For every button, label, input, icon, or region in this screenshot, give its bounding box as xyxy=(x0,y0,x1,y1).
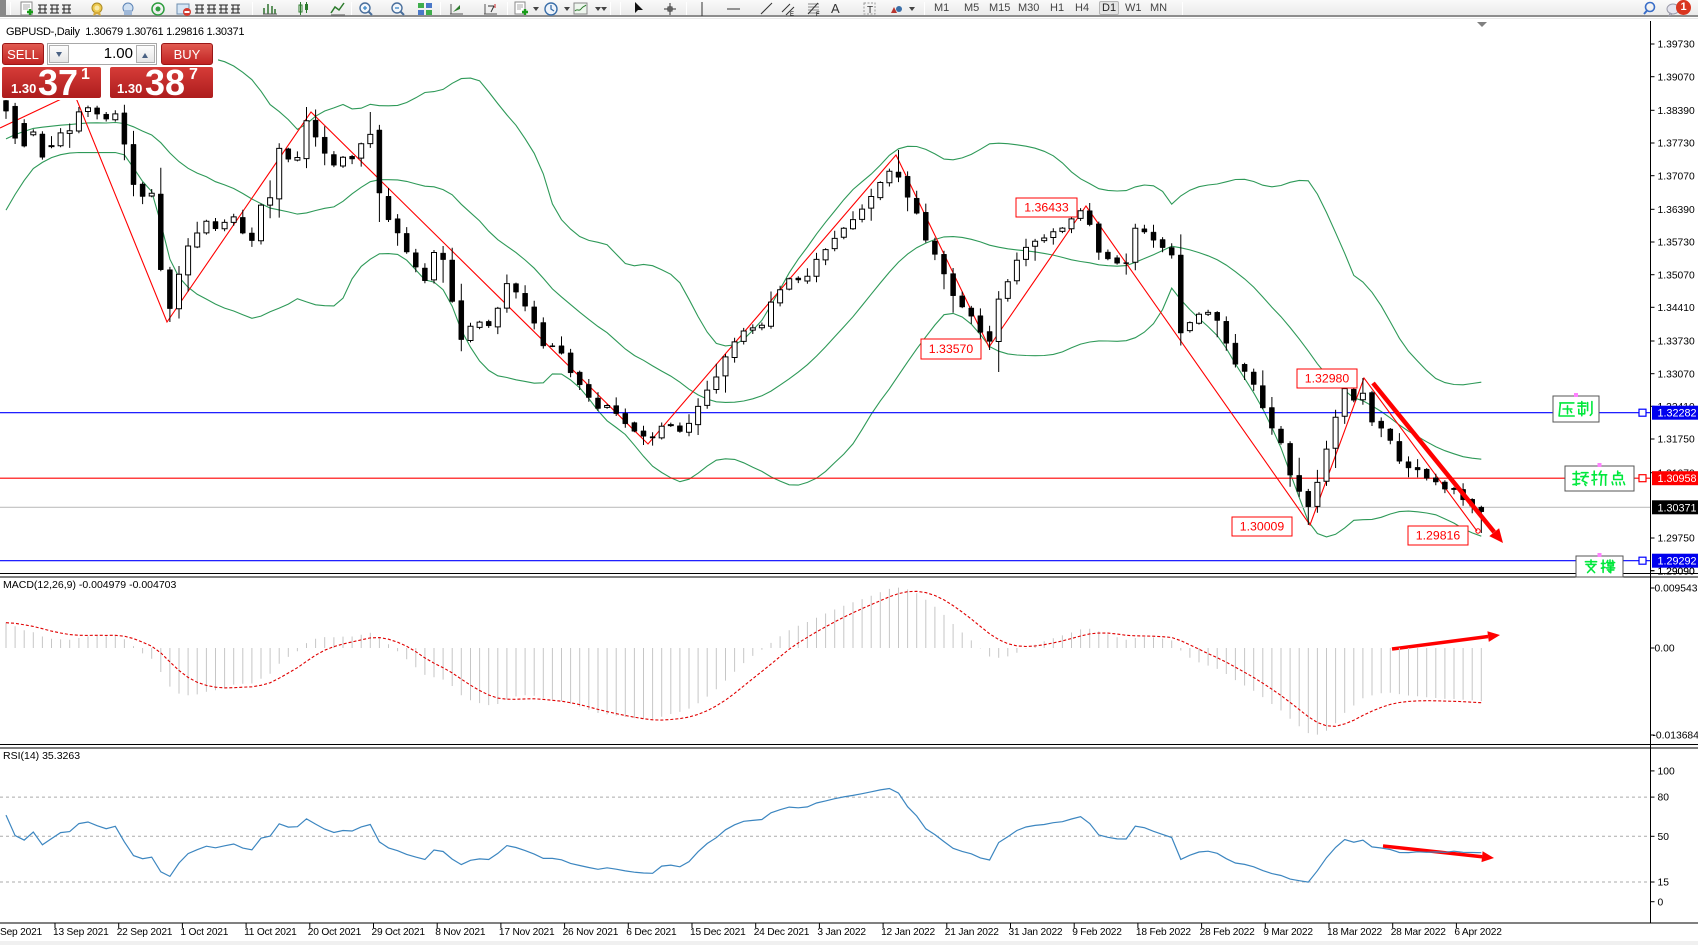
svg-text:1.31750: 1.31750 xyxy=(1658,435,1695,446)
svg-text:1.35070: 1.35070 xyxy=(1658,270,1695,281)
svg-text:1.36433: 1.36433 xyxy=(1024,201,1069,215)
svg-text:9 Feb 2022: 9 Feb 2022 xyxy=(1072,927,1122,938)
svg-text:1.29750: 1.29750 xyxy=(1658,534,1695,545)
svg-text:18 Feb 2022: 18 Feb 2022 xyxy=(1136,927,1192,938)
svg-text:1.37070: 1.37070 xyxy=(1658,171,1695,182)
svg-text:6 Apr 2022: 6 Apr 2022 xyxy=(1454,927,1502,938)
svg-text:MACD(12,26,9) -0.004979 -0.004: MACD(12,26,9) -0.004979 -0.004703 xyxy=(3,579,177,591)
svg-text:18 Mar 2022: 18 Mar 2022 xyxy=(1327,927,1383,938)
svg-text:1.29090: 1.29090 xyxy=(1658,566,1695,577)
svg-text:1.33730: 1.33730 xyxy=(1658,337,1695,348)
svg-text:28 Feb 2022: 28 Feb 2022 xyxy=(1200,927,1256,938)
svg-text:24 Dec 2021: 24 Dec 2021 xyxy=(754,927,810,938)
svg-text:Sep 2021: Sep 2021 xyxy=(0,927,43,938)
svg-text:1.30958: 1.30958 xyxy=(1658,473,1697,485)
svg-text:0.00: 0.00 xyxy=(1655,644,1675,655)
svg-text:1.39070: 1.39070 xyxy=(1658,72,1695,83)
svg-text:31 Jan 2022: 31 Jan 2022 xyxy=(1009,927,1063,938)
svg-text:9 Mar 2022: 9 Mar 2022 xyxy=(1263,927,1313,938)
svg-text:1.34410: 1.34410 xyxy=(1658,303,1695,314)
svg-text:50: 50 xyxy=(1658,832,1670,843)
svg-text:1.33570: 1.33570 xyxy=(929,342,974,356)
svg-text:8 Nov 2021: 8 Nov 2021 xyxy=(435,927,486,938)
svg-text:28 Mar 2022: 28 Mar 2022 xyxy=(1391,927,1447,938)
svg-text:1 Oct 2021: 1 Oct 2021 xyxy=(180,927,228,938)
svg-text:1.30009: 1.30009 xyxy=(1240,520,1285,534)
svg-text:1.39730: 1.39730 xyxy=(1658,40,1695,51)
svg-text:1.36390: 1.36390 xyxy=(1658,205,1695,216)
svg-text:21 Jan 2022: 21 Jan 2022 xyxy=(945,927,999,938)
svg-text:-0.013684: -0.013684 xyxy=(1653,731,1698,742)
svg-text:1.30371: 1.30371 xyxy=(1658,502,1697,514)
svg-text:1.32980: 1.32980 xyxy=(1305,372,1350,386)
svg-text:RSI(14) 35.3263: RSI(14) 35.3263 xyxy=(3,750,80,762)
svg-text:F: F xyxy=(816,12,820,17)
svg-text:100: 100 xyxy=(1658,767,1675,778)
svg-text:20 Oct 2021: 20 Oct 2021 xyxy=(308,927,362,938)
svg-text:6 Dec 2021: 6 Dec 2021 xyxy=(626,927,677,938)
svg-text:17 Nov 2021: 17 Nov 2021 xyxy=(499,927,555,938)
svg-text:E: E xyxy=(790,12,794,17)
svg-text:22 Sep 2021: 22 Sep 2021 xyxy=(117,927,173,938)
svg-text:26 Nov 2021: 26 Nov 2021 xyxy=(563,927,619,938)
svg-text:3 Jan 2022: 3 Jan 2022 xyxy=(817,927,866,938)
svg-text:11 Oct 2021: 11 Oct 2021 xyxy=(244,927,297,938)
svg-text:29 Oct 2021: 29 Oct 2021 xyxy=(372,927,426,938)
svg-text:1.38390: 1.38390 xyxy=(1658,106,1695,117)
svg-text:1.29090: 1.29090 xyxy=(1658,566,1695,577)
svg-text:1.35730: 1.35730 xyxy=(1658,238,1695,249)
svg-text:1.32282: 1.32282 xyxy=(1658,408,1697,420)
svg-text:12 Jan 2022: 12 Jan 2022 xyxy=(881,927,935,938)
svg-text:15 Dec 2021: 15 Dec 2021 xyxy=(690,927,746,938)
svg-text:1.29292: 1.29292 xyxy=(1658,556,1697,568)
svg-text:13 Sep 2021: 13 Sep 2021 xyxy=(53,927,109,938)
svg-text:1.37730: 1.37730 xyxy=(1658,139,1695,150)
svg-text:1.33070: 1.33070 xyxy=(1658,369,1695,380)
svg-text:1.29816: 1.29816 xyxy=(1416,529,1461,543)
svg-text:0: 0 xyxy=(1658,897,1664,908)
svg-text:T: T xyxy=(867,5,873,16)
svg-text:80: 80 xyxy=(1658,793,1670,804)
svg-text:15: 15 xyxy=(1658,878,1670,889)
svg-text:0.009543: 0.009543 xyxy=(1655,584,1698,595)
